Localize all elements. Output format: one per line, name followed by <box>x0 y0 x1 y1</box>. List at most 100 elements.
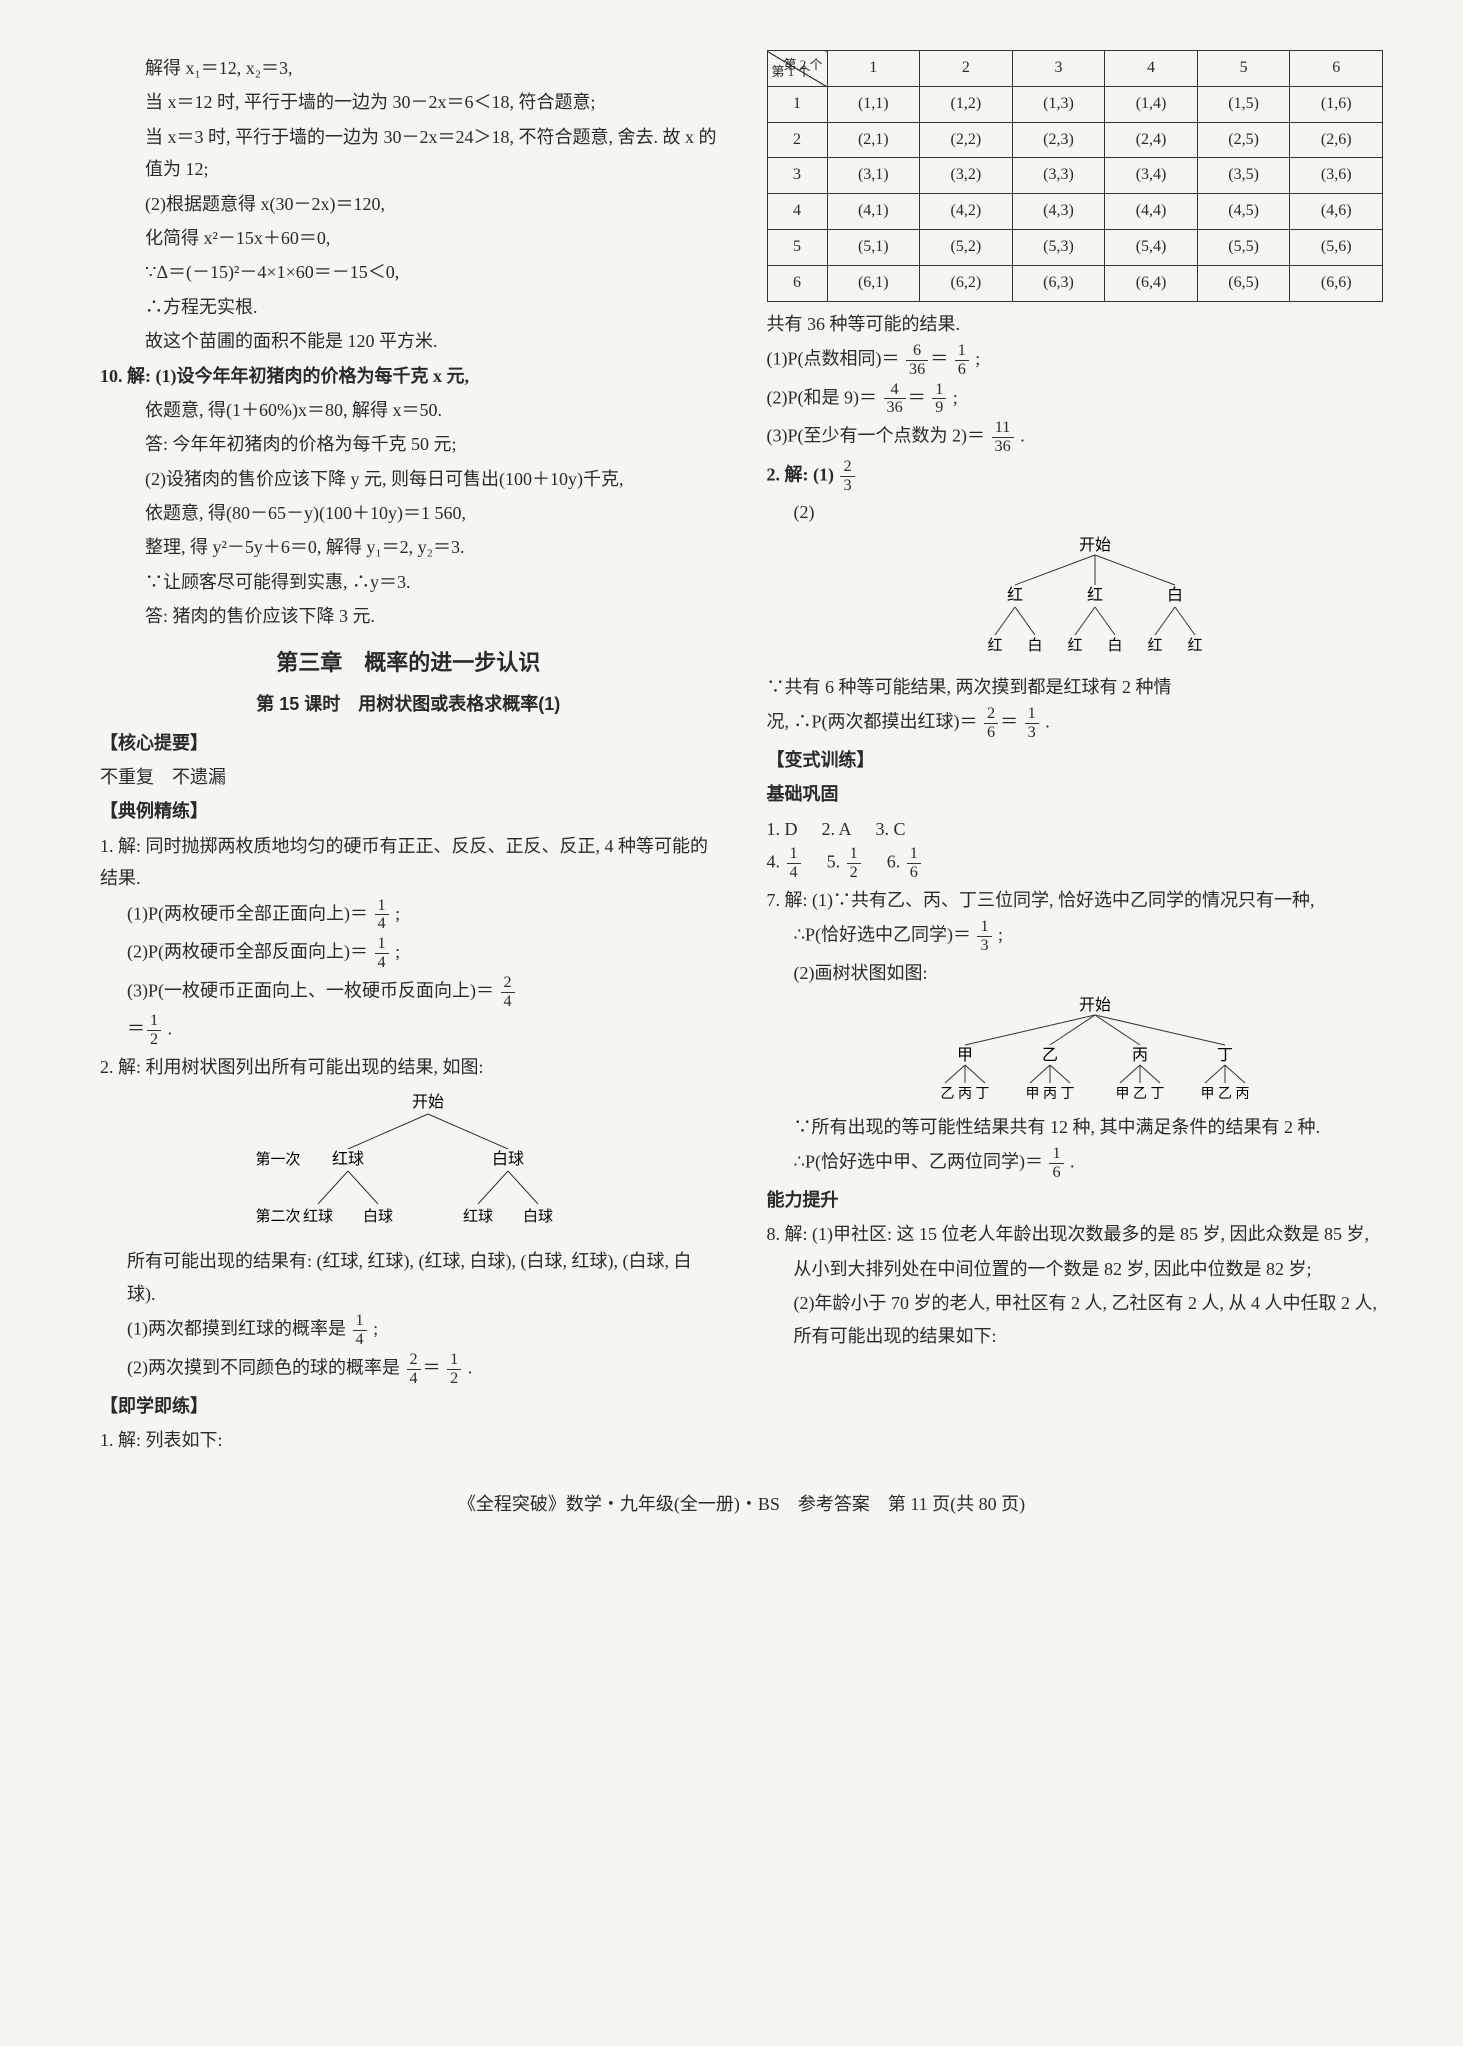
table-cell: (2,1) <box>827 122 920 158</box>
table-cell: (3,6) <box>1290 158 1383 194</box>
table-cell: (3,4) <box>1105 158 1198 194</box>
core-content: 不重复 不遗漏 <box>100 761 717 793</box>
answer: 6. 16 <box>887 845 923 882</box>
table-cell: (2,5) <box>1197 122 1290 158</box>
tree-diagram-r2: 开始 红 红 白 红 白 红 白 红 红 <box>807 535 1384 665</box>
table-cell: (6,1) <box>827 265 920 301</box>
prob-3: (3)P(至少有一个点数为 2)＝ 1136 . <box>767 419 1384 456</box>
table-cell: (5,3) <box>1012 229 1105 265</box>
table-header: 5 <box>1197 51 1290 87</box>
svg-text:红: 红 <box>1147 637 1162 654</box>
question-2-2: (2) <box>767 496 1384 528</box>
table-cell: (1,4) <box>1105 86 1198 122</box>
table-cell: (5,2) <box>920 229 1013 265</box>
ability-heading: 能力提升 <box>767 1184 1384 1216</box>
table-cell: (3,3) <box>1012 158 1105 194</box>
svg-text:甲 丙 丁: 甲 丙 丁 <box>1025 1087 1074 1102</box>
svg-text:白: 白 <box>1027 637 1042 654</box>
text-line: 依题意, 得(1＋60%)x＝80, 解得 x＝50. <box>100 394 717 426</box>
left-column: 解得 x₁＝12, x₂＝3, 当 x＝12 时, 平行于墙的一边为 30－2x… <box>100 50 717 1458</box>
table-cell: (1,5) <box>1197 86 1290 122</box>
table-cell: (1,1) <box>827 86 920 122</box>
table-cell: (2,4) <box>1105 122 1198 158</box>
table-cell: (5,1) <box>827 229 920 265</box>
example-1-3: (3)P(一枚硬币正面向上、一枚硬币反面向上)＝ 24 <box>100 974 717 1011</box>
text-line: 当 x＝12 时, 平行于墙的一边为 30－2x＝6＜18, 符合题意; <box>100 86 717 118</box>
text-line: 解得 x₁＝12, x₂＝3, <box>100 52 717 84</box>
table-header: 4 <box>1105 51 1198 87</box>
chapter-title: 第三章 概率的进一步认识 <box>100 643 717 683</box>
text-line: (2)根据题意得 x(30－2x)＝120, <box>100 188 717 220</box>
table-cell: 2 <box>767 122 827 158</box>
table-cell: (5,4) <box>1105 229 1198 265</box>
svg-text:开始: 开始 <box>1079 536 1111 554</box>
table-header: 3 <box>1012 51 1105 87</box>
text-line: (2)设猪肉的售价应该下降 y 元, 则每日可售出(100＋10y)千克, <box>100 463 717 495</box>
basic-heading: 基础巩固 <box>767 778 1384 810</box>
svg-text:甲 乙 丙: 甲 乙 丙 <box>1200 1086 1249 1102</box>
svg-text:开始: 开始 <box>1079 996 1111 1014</box>
question-7: 7. 解: (1)∵共有乙、丙、丁三位同学, 恰好选中乙同学的情况只有一种, <box>767 884 1384 916</box>
svg-text:白球: 白球 <box>492 1150 524 1168</box>
table-cell: (5,5) <box>1197 229 1290 265</box>
answer: 1. D <box>767 813 798 845</box>
table-header: 1 <box>827 51 920 87</box>
table-cell: (2,3) <box>1012 122 1105 158</box>
prob-1: (1)P(点数相同)＝ 636＝ 16 ; <box>767 342 1384 379</box>
svg-text:白球: 白球 <box>523 1208 553 1225</box>
table-cell: (1,2) <box>920 86 1013 122</box>
text-line: 化简得 x²－15x＋60＝0, <box>100 222 717 254</box>
svg-text:乙 丙 丁: 乙 丙 丁 <box>940 1086 989 1102</box>
question-10: 10. 解: (1)设今年年初猪肉的价格为每千克 x 元, <box>100 360 717 392</box>
table-cell: (5,6) <box>1290 229 1383 265</box>
text-line: 共有 36 种等可能的结果. <box>767 308 1384 340</box>
answers-row-2: 4. 14 5. 12 6. 16 <box>767 845 1384 882</box>
tree-svg: 开始 第一次 红球 白球 第二次 红球 白球 红球 白球 <box>248 1089 608 1239</box>
table-header: 6 <box>1290 51 1383 87</box>
svg-text:甲 乙 丁: 甲 乙 丁 <box>1115 1086 1164 1102</box>
question-7-1: ∴P(恰好选中乙同学)＝ 13 ; <box>767 918 1384 955</box>
svg-text:第一次: 第一次 <box>256 1150 301 1168</box>
question-8-3: (2)年龄小于 70 岁的老人, 甲社区有 2 人, 乙社区有 2 人, 从 4… <box>767 1287 1384 1352</box>
text-line: 故这个苗圃的面积不能是 120 平方米. <box>100 325 717 357</box>
text-line: ∵让顾客尽可能得到实惠, ∴y＝3. <box>100 566 717 598</box>
example-2-results: 所有可能出现的结果有: (红球, 红球), (红球, 白球), (白球, 红球)… <box>100 1245 717 1310</box>
table-cell: (3,2) <box>920 158 1013 194</box>
question-8: 8. 解: (1)甲社区: 这 15 位老人年龄出现次数最多的是 85 岁, 因… <box>767 1218 1384 1250</box>
answer: 2. A <box>822 813 852 845</box>
text-line: ∵Δ＝(－15)²－4×1×60＝－15＜0, <box>100 256 717 288</box>
svg-text:白: 白 <box>1107 637 1122 654</box>
example-2-2: (2)两次摸到不同颜色的球的概率是 24＝ 12 . <box>100 1351 717 1388</box>
tree-diagram-2: 开始 第一次 红球 白球 第二次 红球 白球 红球 白球 <box>140 1089 717 1239</box>
table-cell: (3,1) <box>827 158 920 194</box>
table-cell: 5 <box>767 229 827 265</box>
answer: 3. C <box>876 813 906 845</box>
question-8-2: 从小到大排列处在中间位置的一个数是 82 岁, 因此中位数是 82 岁; <box>767 1253 1384 1285</box>
table-header: 2 <box>920 51 1013 87</box>
table-cell: (6,6) <box>1290 265 1383 301</box>
svg-text:丙: 丙 <box>1132 1047 1148 1064</box>
table-diag-header: 第 2 个 第 1 个 <box>767 51 827 87</box>
right-column: 第 2 个 第 1 个 1 2 3 4 5 6 1(1,1)(1,2)(1,3)… <box>767 50 1384 1458</box>
svg-text:乙: 乙 <box>1042 1047 1058 1064</box>
svg-text:红: 红 <box>987 637 1002 654</box>
table-cell: (4,3) <box>1012 194 1105 230</box>
example-2: 2. 解: 利用树状图列出所有可能出现的结果, 如图: <box>100 1051 717 1083</box>
answer: 4. 14 <box>767 845 803 882</box>
q2-result-2: 况, ∴P(两次都摸出红球)＝ 26＝ 13 . <box>767 705 1384 742</box>
table-cell: (1,3) <box>1012 86 1105 122</box>
svg-text:甲: 甲 <box>957 1047 973 1064</box>
table-cell: (4,1) <box>827 194 920 230</box>
example-2-1: (1)两次都摸到红球的概率是 14 ; <box>100 1312 717 1349</box>
text-line: ∴方程无实根. <box>100 291 717 323</box>
table-cell: (2,6) <box>1290 122 1383 158</box>
table-cell: (1,6) <box>1290 86 1383 122</box>
table-cell: (4,5) <box>1197 194 1290 230</box>
tree-diagram-7: 开始 甲 乙 丙 丁 乙 丙 丁 甲 丙 丁 甲 乙 丁 甲 乙 丙 <box>807 995 1384 1105</box>
table-cell: (4,2) <box>920 194 1013 230</box>
svg-text:白: 白 <box>1167 586 1183 604</box>
outcome-table: 第 2 个 第 1 个 1 2 3 4 5 6 1(1,1)(1,2)(1,3)… <box>767 50 1384 302</box>
page-footer: 《全程突破》数学・九年级(全一册)・BS 参考答案 第 11 页(共 80 页) <box>100 1488 1383 1520</box>
table-cell: 4 <box>767 194 827 230</box>
question-7-2: (2)画树状图如图: <box>767 957 1384 989</box>
